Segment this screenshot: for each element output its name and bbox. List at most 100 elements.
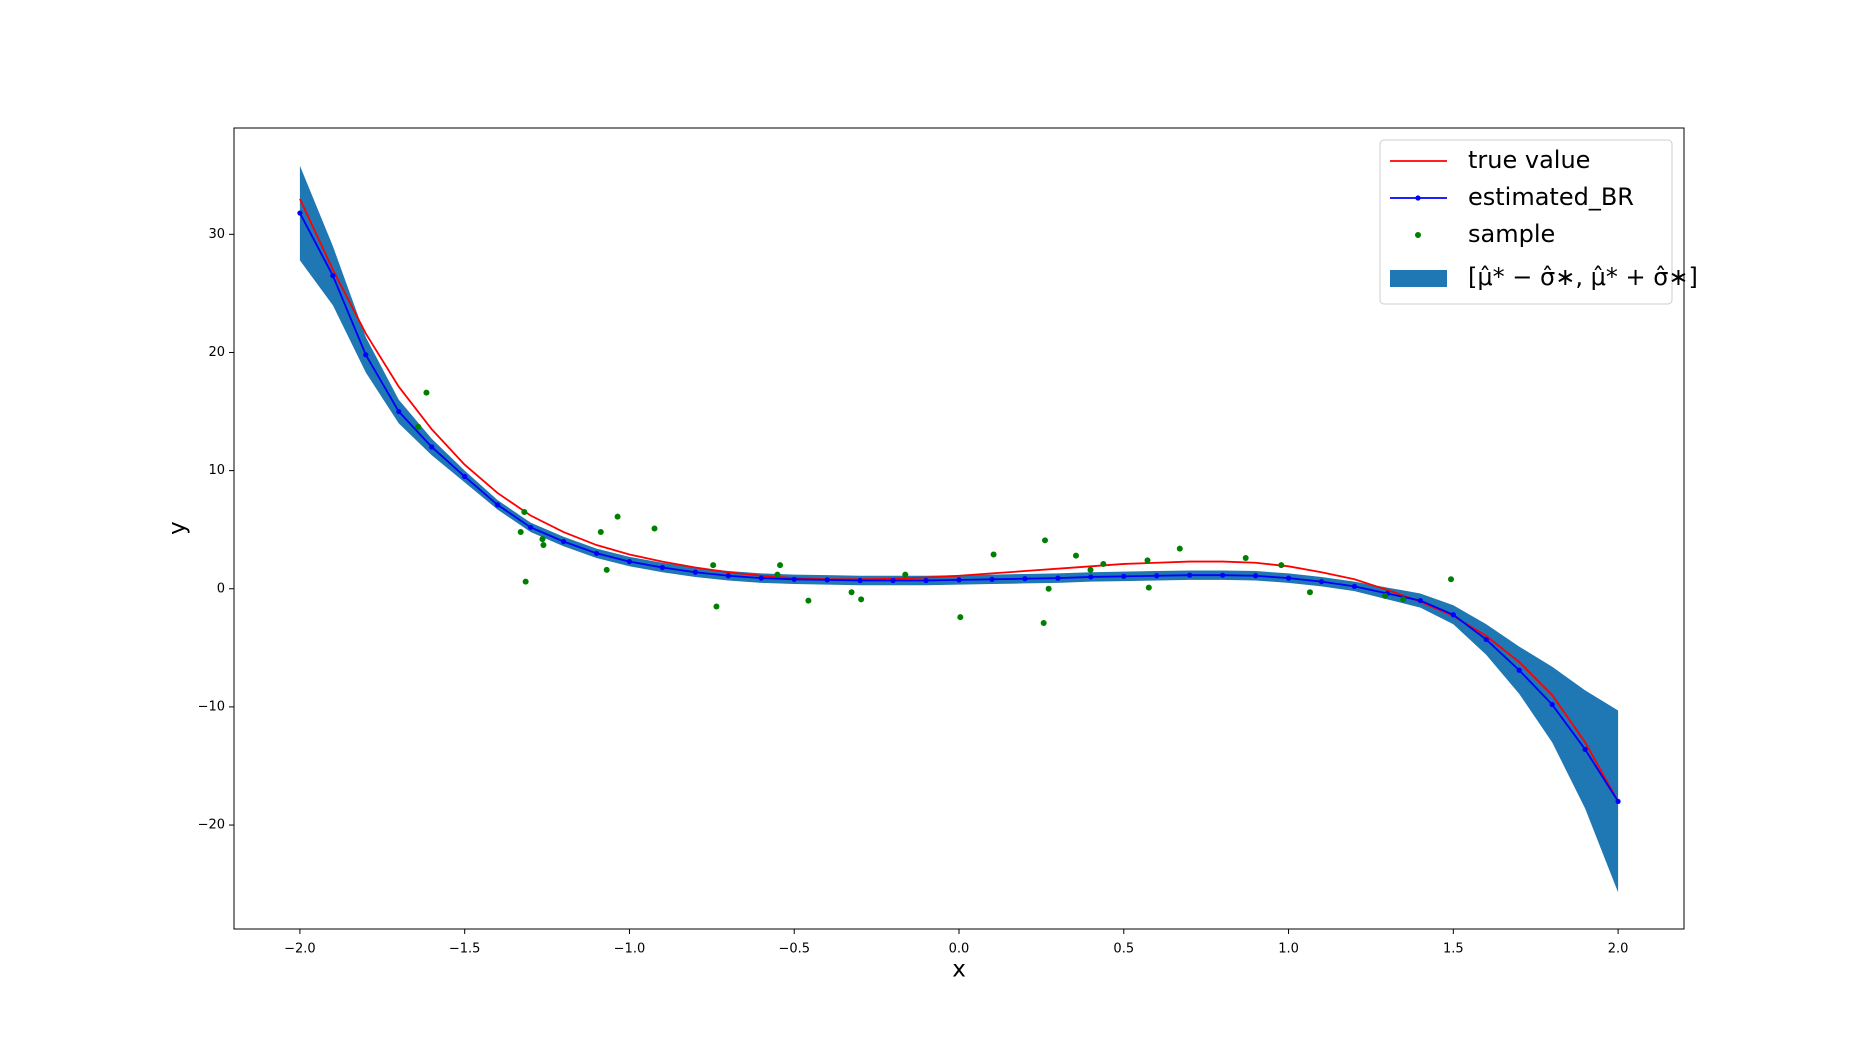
y-tick-label: 10 — [208, 463, 225, 478]
line-marker — [1582, 746, 1588, 753]
line-marker — [956, 577, 962, 583]
y-tick-label: 0 — [217, 581, 225, 596]
line-marker — [626, 558, 633, 565]
y-tick-label: 20 — [208, 345, 225, 360]
sample-point — [805, 597, 812, 604]
line-marker — [429, 444, 435, 450]
line-marker — [857, 577, 863, 584]
line-marker — [297, 210, 303, 216]
line-marker — [1615, 798, 1621, 805]
line-marker — [495, 502, 501, 508]
line-marker — [725, 573, 731, 579]
line-marker — [1022, 576, 1028, 582]
sample-point — [1242, 555, 1249, 562]
line-marker — [1088, 574, 1094, 580]
x-tick-label: 1.5 — [1443, 942, 1464, 957]
sample-point — [713, 603, 720, 610]
x-tick-label: 2.0 — [1608, 942, 1629, 957]
sample-point — [957, 614, 964, 621]
legend-label: estimated_BR — [1468, 183, 1634, 211]
sample-point — [1400, 596, 1407, 603]
line-marker — [1516, 667, 1522, 673]
line-marker — [396, 408, 402, 415]
sample-point — [597, 529, 604, 536]
line-marker — [1318, 579, 1325, 585]
y-tick-label: 30 — [208, 227, 225, 242]
sample-point — [540, 542, 547, 549]
line-marker — [1121, 573, 1127, 579]
sample-point — [848, 589, 855, 596]
sample-point — [777, 562, 784, 569]
legend-label: true value — [1468, 146, 1590, 174]
line-marker — [791, 576, 797, 582]
sample-point — [1382, 592, 1389, 599]
line-marker — [462, 473, 468, 480]
sample-point — [415, 423, 422, 430]
sample-point — [423, 389, 430, 396]
x-tick-label: −2.0 — [284, 942, 316, 957]
sample-point — [1087, 566, 1094, 573]
legend-marker — [1415, 232, 1421, 238]
y-tick-label: −10 — [198, 699, 225, 714]
sample-point — [858, 596, 865, 603]
sample-point — [902, 571, 909, 578]
x-tick-label: −1.0 — [614, 942, 646, 957]
axes-frame — [233, 127, 1685, 930]
plot-area — [297, 165, 1621, 893]
line — [299, 198, 1619, 802]
sample-point — [1042, 537, 1049, 544]
x-tick-label: −0.5 — [778, 942, 810, 957]
x-tick-label: 0.5 — [1113, 942, 1134, 957]
line-marker — [758, 575, 764, 581]
sample-point — [614, 513, 621, 520]
x-tick-label: 0.0 — [949, 942, 970, 957]
x-axis-label: x — [952, 957, 966, 983]
line-marker — [1450, 612, 1456, 618]
line-marker — [363, 352, 369, 358]
legend-box — [1379, 139, 1673, 305]
sample-point — [1040, 620, 1047, 627]
sample-point — [1306, 589, 1313, 596]
sample-point — [603, 566, 610, 573]
sample-point — [1144, 557, 1151, 564]
line-marker — [1055, 575, 1061, 581]
sample-point — [521, 508, 528, 515]
sample-point — [1176, 545, 1183, 552]
line-marker — [560, 538, 567, 545]
sample-point — [1145, 584, 1152, 591]
line-marker — [1549, 701, 1555, 708]
line-marker — [1285, 575, 1292, 581]
sample-point — [1448, 576, 1455, 583]
sample-point — [710, 562, 717, 569]
x-tick-label: −1.5 — [449, 942, 481, 957]
y-tick-label: −20 — [198, 818, 225, 833]
legend-patch — [1390, 270, 1447, 287]
sample-point — [990, 551, 997, 558]
sample-point — [1278, 562, 1285, 569]
legend-marker — [1415, 195, 1421, 201]
line-marker — [1351, 583, 1358, 589]
sample-point — [774, 571, 781, 578]
line-marker — [989, 576, 995, 582]
line-marker — [1417, 597, 1423, 604]
line-marker — [593, 550, 600, 556]
line-marker — [330, 273, 336, 279]
sample-point — [1045, 585, 1052, 592]
line-marker — [1483, 636, 1489, 643]
legend-label: [μ̂* − σ̂∗, μ̂* + σ̂∗] — [1468, 263, 1698, 291]
line-marker — [1252, 573, 1259, 579]
line-marker — [692, 569, 698, 575]
sample-point — [522, 578, 529, 585]
sample-point — [651, 525, 658, 532]
sample-point — [517, 529, 524, 536]
line-marker — [1154, 573, 1160, 579]
line-marker — [923, 577, 929, 584]
sample-point — [539, 536, 546, 543]
sample-point — [1100, 560, 1107, 567]
line-marker — [527, 524, 534, 530]
legend-label: sample — [1468, 220, 1555, 248]
y-axis-label: y — [165, 521, 191, 535]
line-marker — [890, 577, 896, 584]
line-marker — [1187, 572, 1193, 578]
